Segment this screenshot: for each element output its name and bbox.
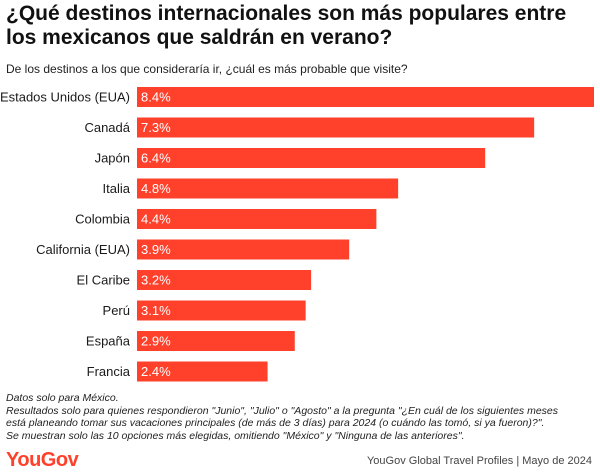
value-label: 7.3% — [141, 120, 171, 135]
category-label: España — [86, 334, 131, 349]
bar-chart: Estados Unidos (EUA) 8.4% Canadá 7.3% Japón 6… — [0, 87, 594, 382]
footnote-line: Se muestran solo las 10 opciones más ele… — [6, 429, 465, 442]
chart-subtitle: De los destinos a los que consideraría i… — [6, 62, 408, 76]
bar — [137, 361, 268, 382]
category-label: California (EUA) — [36, 242, 130, 257]
value-label: 2.9% — [141, 334, 171, 349]
bar — [137, 117, 535, 138]
value-label: 3.9% — [141, 242, 171, 257]
category-label: El Caribe — [77, 273, 130, 288]
footnote-line: Datos solo para México. — [6, 392, 119, 404]
bar — [137, 239, 350, 260]
value-label: 8.4% — [141, 90, 171, 105]
bar — [137, 270, 312, 290]
bar — [137, 209, 377, 229]
value-label: 3.2% — [141, 273, 171, 288]
bar — [137, 331, 295, 351]
source-text: YouGov Global Travel Profiles | Mayo de … — [366, 455, 592, 467]
category-label: Francia — [87, 364, 131, 379]
yougov-logo: YouGov — [6, 449, 79, 471]
category-label: Colombia — [75, 212, 131, 227]
category-label: Canadá — [84, 120, 130, 135]
value-label: 3.1% — [141, 303, 171, 318]
bar — [137, 300, 306, 321]
value-label: 4.8% — [141, 181, 171, 196]
footnotes: Datos solo para México. Resultados solo … — [6, 392, 596, 442]
bar — [137, 178, 399, 199]
category-label: Japón — [95, 151, 130, 166]
category-label: Italia — [103, 181, 131, 196]
chart-title: ¿Qué destinos internacionales son más po… — [6, 2, 567, 49]
value-label: 4.4% — [141, 212, 171, 227]
footnote-line: está planeando tomar sus vacaciones prin… — [6, 417, 545, 429]
category-label: Estados Unidos (EUA) — [0, 90, 130, 105]
bar — [137, 148, 486, 168]
bar — [137, 87, 594, 107]
category-label: Perú — [103, 303, 130, 318]
footnote-line: Resultados solo para quienes respondiero… — [6, 404, 558, 417]
value-label: 6.4% — [141, 151, 171, 166]
value-label: 2.4% — [141, 364, 171, 379]
